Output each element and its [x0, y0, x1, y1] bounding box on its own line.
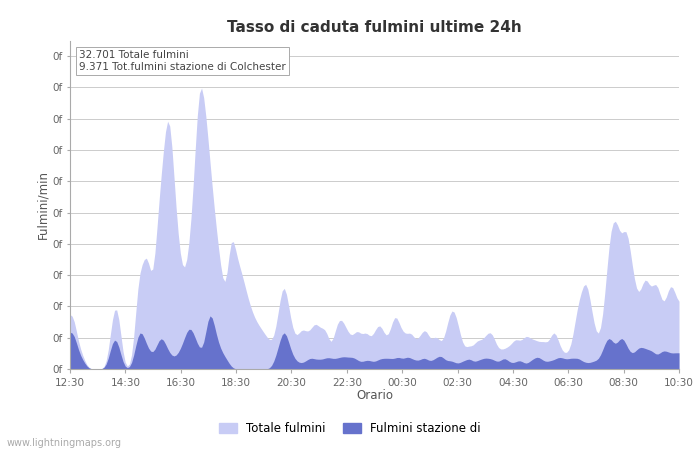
Y-axis label: Fulmini/min: Fulmini/min	[36, 170, 49, 239]
Text: www.lightningmaps.org: www.lightningmaps.org	[7, 438, 122, 448]
X-axis label: Orario: Orario	[356, 389, 393, 402]
Text: 32.701 Totale fulmini
9.371 Tot.fulmini stazione di Colchester: 32.701 Totale fulmini 9.371 Tot.fulmini …	[79, 50, 286, 72]
Title: Tasso di caduta fulmini ultime 24h: Tasso di caduta fulmini ultime 24h	[227, 20, 522, 35]
Legend: Totale fulmini, Fulmini stazione di: Totale fulmini, Fulmini stazione di	[214, 417, 486, 440]
